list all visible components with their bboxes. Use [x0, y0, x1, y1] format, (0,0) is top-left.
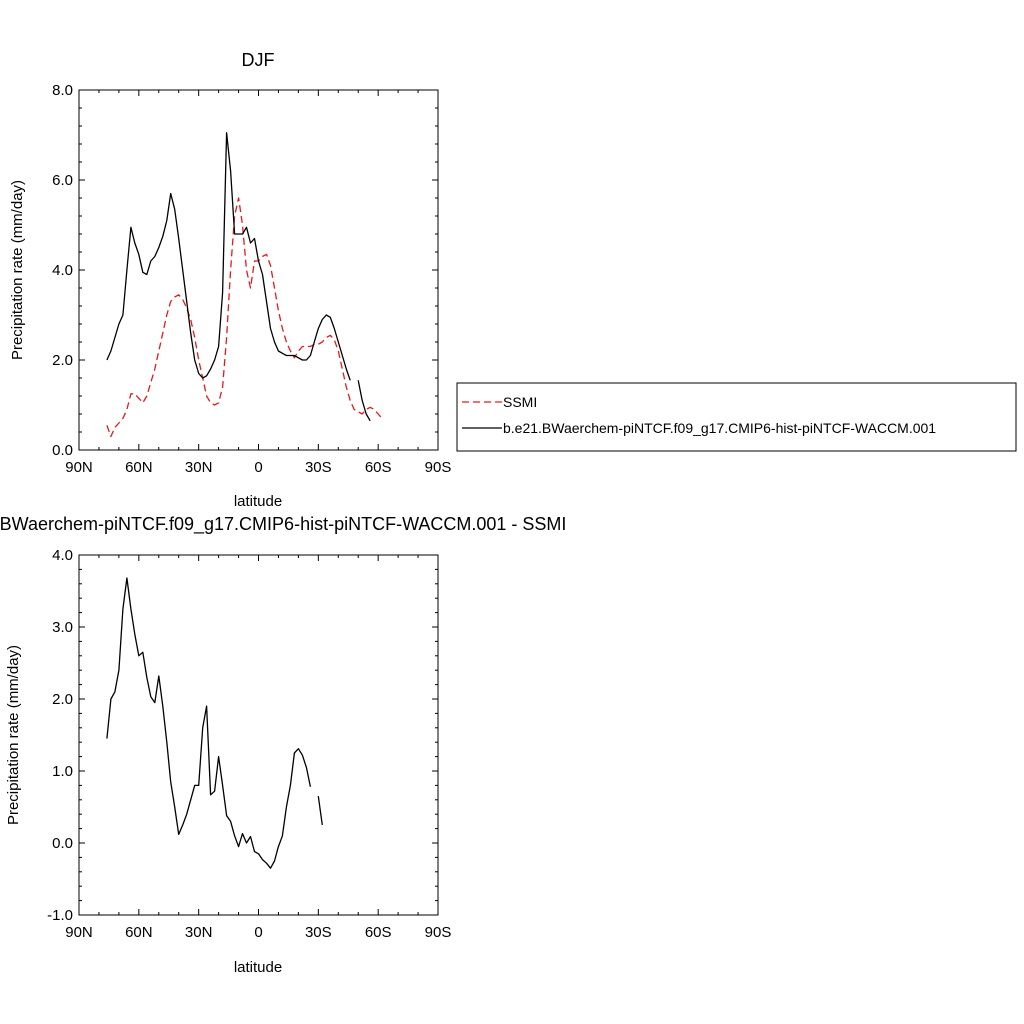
y-tick-label: 2.0: [52, 691, 73, 708]
series-line-0: [106, 577, 312, 869]
y-axis-title: Precipitation rate (mm/day): [9, 180, 26, 360]
x-tick-label: 60S: [365, 924, 392, 941]
difference-panel: b.e21.BWaerchem-piNTCF.f09_g17.CMIP6-his…: [0, 514, 566, 976]
y-tick-label: 4.0: [52, 547, 73, 564]
x-tick-label: 60S: [365, 459, 392, 476]
y-tick-label: 8.0: [52, 82, 73, 99]
y-axis-title: Precipitation rate (mm/day): [5, 645, 22, 825]
series-line-0: [317, 796, 323, 826]
legend-label-model: b.e21.BWaerchem-piNTCF.f09_g17.CMIP6-his…: [503, 420, 936, 436]
series-line-0: [106, 197, 383, 438]
x-tick-label: 30N: [185, 459, 213, 476]
legend: SSMI b.e21.BWaerchem-piNTCF.f09_g17.CMIP…: [456, 382, 1017, 452]
x-tick-label: 60N: [125, 924, 153, 941]
y-tick-label: 3.0: [52, 619, 73, 636]
plot-frame: [78, 89, 439, 451]
chart-title: b.e21.BWaerchem-piNTCF.f09_g17.CMIP6-his…: [0, 514, 566, 535]
series-line-1: [357, 380, 371, 422]
y-tick-label: 0.0: [52, 442, 73, 459]
x-tick-label: 0: [254, 459, 262, 476]
y-tick-label: 0.0: [52, 835, 73, 852]
y-tick-label: -1.0: [47, 907, 73, 924]
x-axis-title: latitude: [234, 493, 282, 510]
y-tick-label: 6.0: [52, 172, 73, 189]
djf-precipitation-panel: DJF 90N 60N 30N 0 30S 60S 90S 0.0 2.0 4.0 6.0 8.0 l…: [9, 50, 1017, 510]
x-tick-label: 90N: [65, 459, 93, 476]
x-tick-label: 60N: [125, 459, 153, 476]
y-tick-label: 4.0: [52, 262, 73, 279]
x-tick-label: 90S: [425, 459, 452, 476]
x-tick-label: 90S: [425, 924, 452, 941]
x-axis-title: latitude: [234, 959, 282, 976]
series-line-1: [106, 132, 351, 381]
chart-title: DJF: [242, 50, 275, 70]
x-tick-label: 90N: [65, 924, 93, 941]
x-tick-label: 0: [254, 924, 262, 941]
x-tick-label: 30N: [185, 924, 213, 941]
x-tick-label: 30S: [305, 459, 332, 476]
legend-box: [456, 382, 1017, 452]
y-tick-label: 2.0: [52, 352, 73, 369]
plot-frame: [78, 554, 439, 916]
y-tick-label: 1.0: [52, 763, 73, 780]
legend-label-ssmi: SSMI: [503, 394, 537, 410]
x-tick-label: 30S: [305, 924, 332, 941]
